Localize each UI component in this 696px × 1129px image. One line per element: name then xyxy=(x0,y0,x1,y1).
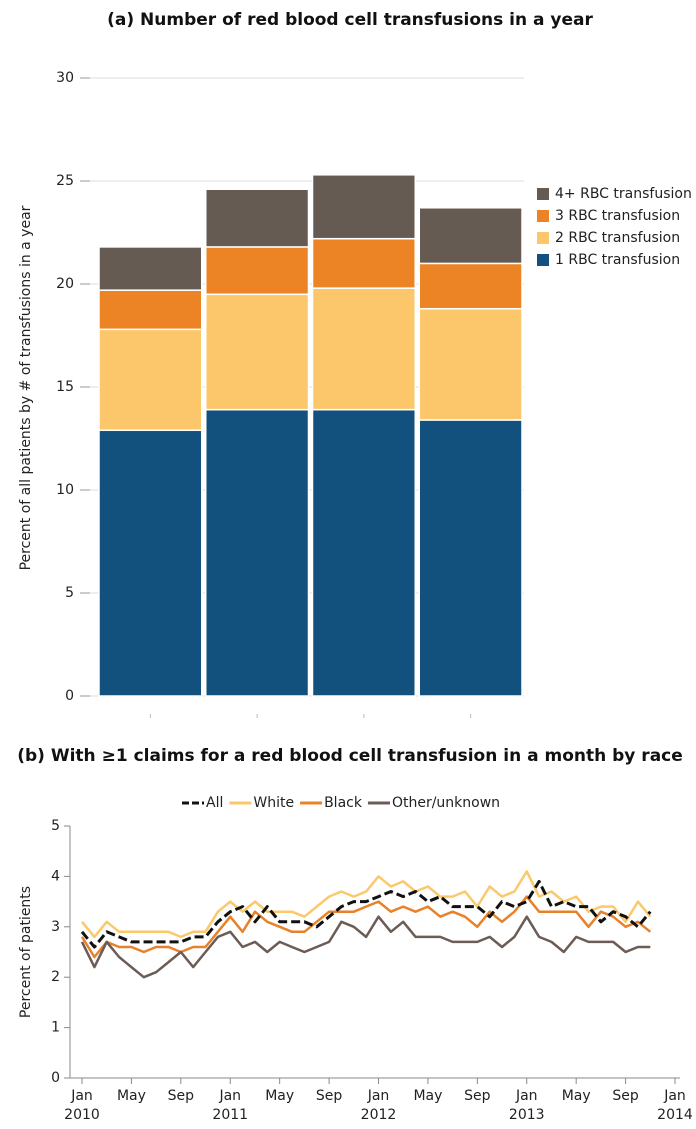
y-tick-label: 1 xyxy=(51,1020,60,1036)
x-tick-label: Jan xyxy=(367,1088,390,1104)
legend-swatch xyxy=(537,188,549,200)
legend-label: 2 RBC transfusion xyxy=(555,230,680,246)
bar-segment xyxy=(205,246,310,296)
bar-segment xyxy=(98,246,203,291)
x-tick-label: Sep xyxy=(612,1088,639,1104)
y-tick-label: 4 xyxy=(51,868,60,884)
bar-segment xyxy=(205,188,310,248)
bar-segment xyxy=(98,289,203,331)
x-tick-label: Sep xyxy=(316,1088,343,1104)
bar-segment xyxy=(311,174,416,240)
y-tick-label: 25 xyxy=(56,173,74,189)
legend-label: White xyxy=(253,795,294,811)
y-tick-label: 3 xyxy=(51,919,60,935)
bar-segment xyxy=(311,408,416,697)
y-tick-label: 10 xyxy=(56,482,74,498)
legend-label: All xyxy=(206,795,223,811)
y-tick-label: 2 xyxy=(51,969,60,985)
x-tick-label: May xyxy=(265,1088,294,1104)
x-tick-label: Jan xyxy=(515,1088,538,1104)
bar-segment xyxy=(418,419,523,697)
x-tick-label: Sep xyxy=(464,1088,491,1104)
y-tick-label: 30 xyxy=(56,70,74,86)
bar-segment xyxy=(418,262,523,310)
x-tick-label: May xyxy=(562,1088,591,1104)
x-tick-year: 2010 xyxy=(64,1107,100,1123)
legend-label: 4+ RBC transfusion xyxy=(555,186,692,202)
y-tick-label: 5 xyxy=(51,818,60,834)
bar-segment xyxy=(418,307,523,421)
series-line xyxy=(80,895,652,959)
y-tick-label: 0 xyxy=(51,1070,60,1086)
bar-segment xyxy=(98,328,203,432)
legend-swatch xyxy=(537,210,549,222)
y-axis-label: Percent of all patients by # of transfus… xyxy=(18,205,34,570)
legend-label: 3 RBC transfusion xyxy=(555,208,680,224)
y-tick-label: 0 xyxy=(65,688,74,704)
x-tick-label: May xyxy=(117,1088,146,1104)
x-tick-label: Jan xyxy=(663,1088,686,1104)
x-tick-year: 2011 xyxy=(212,1107,248,1123)
x-tick-label: Sep xyxy=(168,1088,195,1104)
legend-label: Other/unknown xyxy=(392,795,500,811)
chart-title: (a) Number of red blood cell transfusion… xyxy=(107,10,593,30)
bar-segment xyxy=(311,237,416,289)
x-tick-year: 2012 xyxy=(361,1107,397,1123)
x-tick-year: 2013 xyxy=(509,1107,545,1123)
x-tick-label: Jan xyxy=(70,1088,93,1104)
series-line xyxy=(81,870,652,939)
bar-segment xyxy=(418,207,523,265)
y-axis-label: Percent of patients xyxy=(18,886,34,1018)
bar-segment xyxy=(98,429,203,697)
x-tick-year: 2014 xyxy=(657,1107,693,1123)
legend-swatch xyxy=(537,254,549,266)
y-tick-label: 20 xyxy=(56,276,74,292)
x-tick-label: Jan xyxy=(218,1088,241,1104)
legend-label: 1 RBC transfusion xyxy=(555,252,680,268)
bar-segment xyxy=(311,287,416,411)
chart-title: (b) With ≥1 claims for a red blood cell … xyxy=(17,746,683,766)
x-tick-label: May xyxy=(413,1088,442,1104)
legend-label: Black xyxy=(324,795,363,811)
legend-swatch xyxy=(537,232,549,244)
bar-segment xyxy=(205,293,310,411)
series-line xyxy=(80,879,652,949)
y-tick-label: 15 xyxy=(56,379,74,395)
bar-segment xyxy=(205,408,310,697)
y-tick-label: 5 xyxy=(65,585,74,601)
series-line xyxy=(80,915,651,979)
